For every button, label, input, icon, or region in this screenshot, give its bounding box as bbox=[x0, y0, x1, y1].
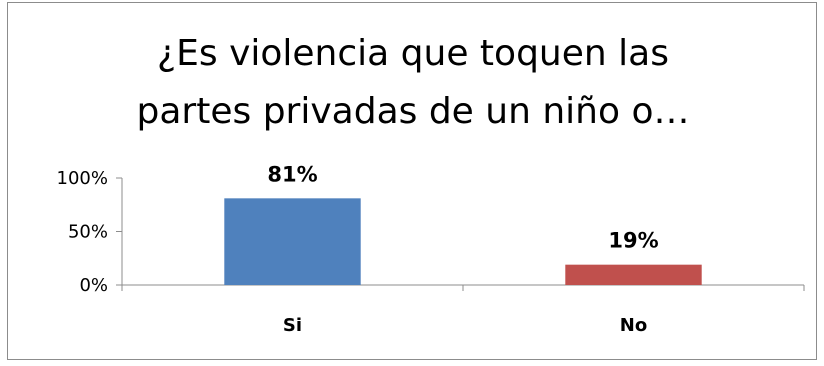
bar-no bbox=[565, 264, 702, 285]
y-tick-label-0: 0% bbox=[79, 275, 108, 296]
chart-frame: ¿Es violencia que toquen las partes priv… bbox=[7, 2, 817, 360]
data-label-si: 81% bbox=[267, 162, 317, 186]
category-label-si: Si bbox=[283, 315, 302, 336]
data-label-no: 19% bbox=[608, 229, 658, 253]
bar-si bbox=[224, 198, 361, 285]
chart-title-line-1: ¿Es violencia que toquen las bbox=[157, 33, 669, 74]
chart-title: ¿Es violencia que toquen las partes priv… bbox=[8, 25, 818, 141]
chart-title-line-2: partes privadas de un niño o… bbox=[136, 91, 690, 132]
category-label-no: No bbox=[620, 315, 647, 336]
y-tick-label-1: 50% bbox=[68, 222, 108, 243]
y-tick-label-2: 100% bbox=[57, 168, 108, 189]
